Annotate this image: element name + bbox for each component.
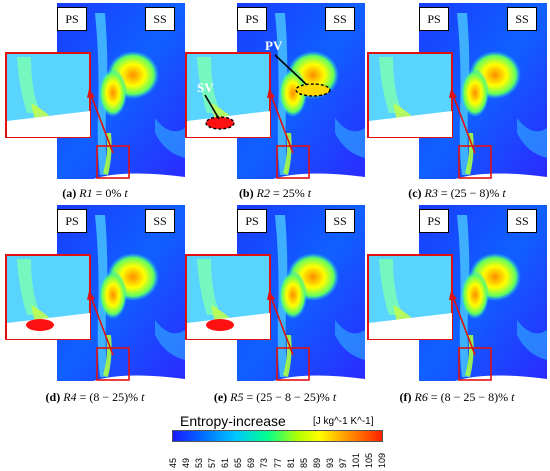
colorbar-tick-label: 65 — [233, 457, 244, 468]
colorbar-tick-label: 69 — [246, 457, 257, 468]
colorbar-tick-label: 49 — [181, 457, 192, 468]
ss-tag: SS — [325, 7, 355, 31]
colorbar-tick-label: 53 — [194, 457, 205, 468]
entropy-contour-b — [185, 3, 365, 180]
colorbar-tick-label: 89 — [311, 457, 322, 468]
colorbar-tick-label: 81 — [285, 457, 296, 468]
colorbar-tick-label: 109 — [377, 452, 387, 468]
entropy-contour-d — [5, 205, 185, 382]
colorbar-tick-label: 85 — [298, 457, 309, 468]
colorbar-tick-label: 45 — [168, 457, 178, 468]
ps-tag: PS — [237, 7, 267, 31]
ps-tag: PS — [419, 209, 449, 233]
colorbar-tick-label: 93 — [324, 457, 335, 468]
ss-tag: SS — [507, 7, 537, 31]
ss-tag: SS — [145, 7, 175, 31]
caption-a: (a) R1 = 0% t — [62, 186, 128, 200]
colorbar-title: Entropy-increase — [180, 413, 286, 429]
pv-label: PV — [265, 38, 283, 53]
colorbar-tick-label: 61 — [220, 457, 231, 468]
colorbar-tick-label: 77 — [272, 457, 283, 468]
sv-label: SV — [197, 80, 214, 95]
ss-tag: SS — [507, 209, 537, 233]
ps-tag: PS — [237, 209, 267, 233]
caption-c: (c) R3 = (25 − 8)% t — [408, 186, 506, 200]
colorbar-tick-label: 101 — [350, 452, 361, 468]
colorbar-ticks: 45 49 53 57 61 65 69 73 77 81 85 89 93 97 101 105 109 — [168, 444, 387, 470]
ps-tag: PS — [419, 7, 449, 31]
caption-b: (b) R2 = 25% t — [238, 186, 312, 200]
panel-d: PS SS (d) R4 = (8 − 25)% t — [5, 205, 185, 420]
ps-tag: PS — [57, 209, 87, 233]
caption-d: (d) R4 = (8 − 25)% t — [45, 390, 145, 404]
panel-b: PV SV PS SS (b) R2 = 25% t — [185, 3, 365, 218]
ps-tag: PS — [57, 7, 87, 31]
colorbar-tick-label: 73 — [259, 457, 270, 468]
caption-e: (e) R5 = (25 − 8 − 25)% t — [213, 390, 337, 404]
colorbar — [172, 430, 383, 442]
colorbar-tick-label: 105 — [363, 452, 374, 468]
panel-a: PS SS (a) R1 = 0% t — [5, 3, 185, 218]
colorbar-tick-label: 97 — [337, 457, 348, 468]
ss-tag: SS — [145, 209, 175, 233]
ss-tag: SS — [325, 209, 355, 233]
colorbar-units: [J kg^-1 K^-1] — [313, 416, 374, 427]
panel-e: PS SS (e) R5 = (25 − 8 − 25)% t — [185, 205, 365, 420]
panel-c: PS SS (c) R3 = (25 − 8)% t — [367, 3, 547, 218]
panel-f: PS SS (f) R6 = (8 − 25 − 8)% t — [367, 205, 547, 420]
caption-f: (f) R6 = (8 − 25 − 8)% t — [399, 390, 515, 404]
colorbar-tick-label: 57 — [207, 457, 218, 468]
entropy-contour-e — [185, 205, 365, 382]
